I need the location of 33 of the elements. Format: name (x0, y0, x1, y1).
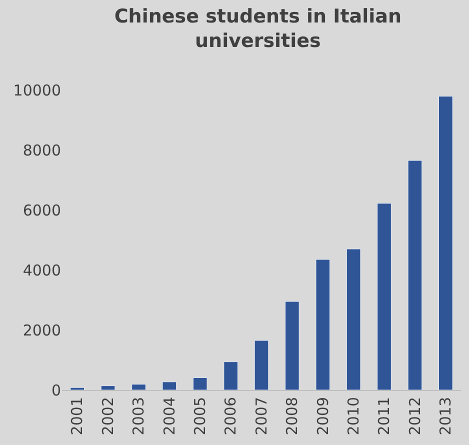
y-tick-label: 10000 (13, 81, 61, 100)
bar (70, 387, 84, 390)
bar (224, 362, 238, 390)
x-tick-label: 2013 (436, 397, 455, 436)
x-tick-label: 2003 (130, 397, 148, 436)
bar (377, 203, 392, 390)
bar (408, 160, 422, 390)
y-tick-label: 4000 (22, 261, 61, 280)
x-tick-label: 2007 (252, 397, 270, 436)
x-tick-label: 2010 (344, 397, 362, 436)
bar (132, 384, 146, 390)
x-tick-label: 2009 (314, 397, 332, 436)
bar (192, 377, 208, 390)
bar (162, 382, 177, 390)
x-tick-label: 2008 (283, 397, 302, 436)
x-tick-label: 2002 (98, 397, 117, 436)
x-tick-label: 2005 (190, 397, 209, 436)
chart-title: Chinese students in Italian universities (114, 5, 402, 52)
bar (316, 259, 330, 390)
x-tick-label: 2004 (160, 397, 178, 436)
x-tick-label: 2006 (222, 397, 240, 436)
bar (254, 340, 269, 390)
y-tick-label: 8000 (22, 141, 61, 160)
bar (100, 386, 116, 390)
x-tick-label: 2012 (406, 397, 424, 436)
x-tick-label: 2001 (68, 397, 86, 436)
bar (438, 96, 453, 390)
y-tick-label: 6000 (22, 201, 61, 220)
bar (346, 248, 361, 390)
x-tick-label: 2011 (375, 397, 394, 436)
y-tick-label: 0 (51, 381, 61, 400)
y-tick-label: 2000 (22, 321, 61, 340)
bar (285, 301, 300, 390)
